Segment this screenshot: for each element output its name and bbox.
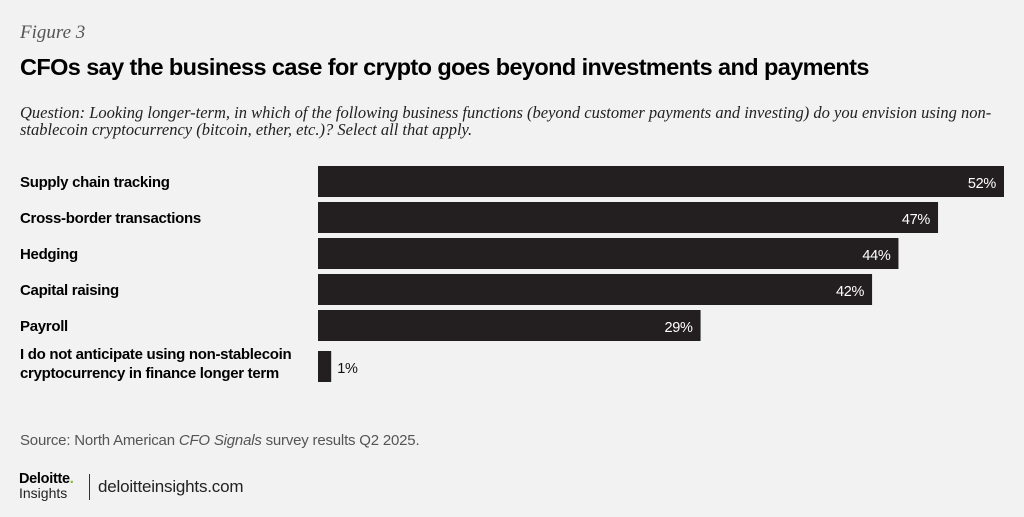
bar xyxy=(318,166,1004,197)
bar xyxy=(318,238,899,269)
category-label: Hedging xyxy=(20,246,78,263)
category-label: Capital raising xyxy=(20,282,119,299)
data-label: 47% xyxy=(902,212,931,228)
data-label: 1% xyxy=(337,361,358,377)
chart-title: CFOs say the business case for crypto go… xyxy=(20,54,869,80)
source-prefix: Source: North American xyxy=(20,432,179,449)
logo-dot: . xyxy=(69,471,74,487)
category-label: Payroll xyxy=(20,318,68,335)
data-label: 42% xyxy=(836,284,865,300)
data-label: 52% xyxy=(968,176,997,192)
category-label: Supply chain tracking xyxy=(20,174,170,191)
category-label: Cross-border transactions xyxy=(20,210,201,227)
category-label: I do not anticipate using non-stablecoin… xyxy=(20,346,291,382)
logo-brand: Deloitte xyxy=(19,471,70,487)
figure-label: Figure 3 xyxy=(20,22,86,43)
bar xyxy=(318,274,873,305)
logo-divider xyxy=(89,474,90,500)
data-label: 29% xyxy=(664,320,693,336)
site-url: deloitteinsights.com xyxy=(98,477,244,496)
bar xyxy=(318,351,332,382)
source-italic: CFO Signals xyxy=(178,432,262,449)
source-suffix: survey results Q2 2025. xyxy=(261,432,420,449)
bar xyxy=(318,202,939,233)
bar xyxy=(318,310,701,341)
deloitte-insights-logo: Deloitte. Insights xyxy=(19,472,74,500)
chart-subtitle: Question: Looking longer-term, in which … xyxy=(20,103,992,139)
data-label: 44% xyxy=(862,248,891,264)
source-note: Source: North American CFO Signals surve… xyxy=(20,432,420,449)
logo-sub: Insights xyxy=(19,485,68,501)
